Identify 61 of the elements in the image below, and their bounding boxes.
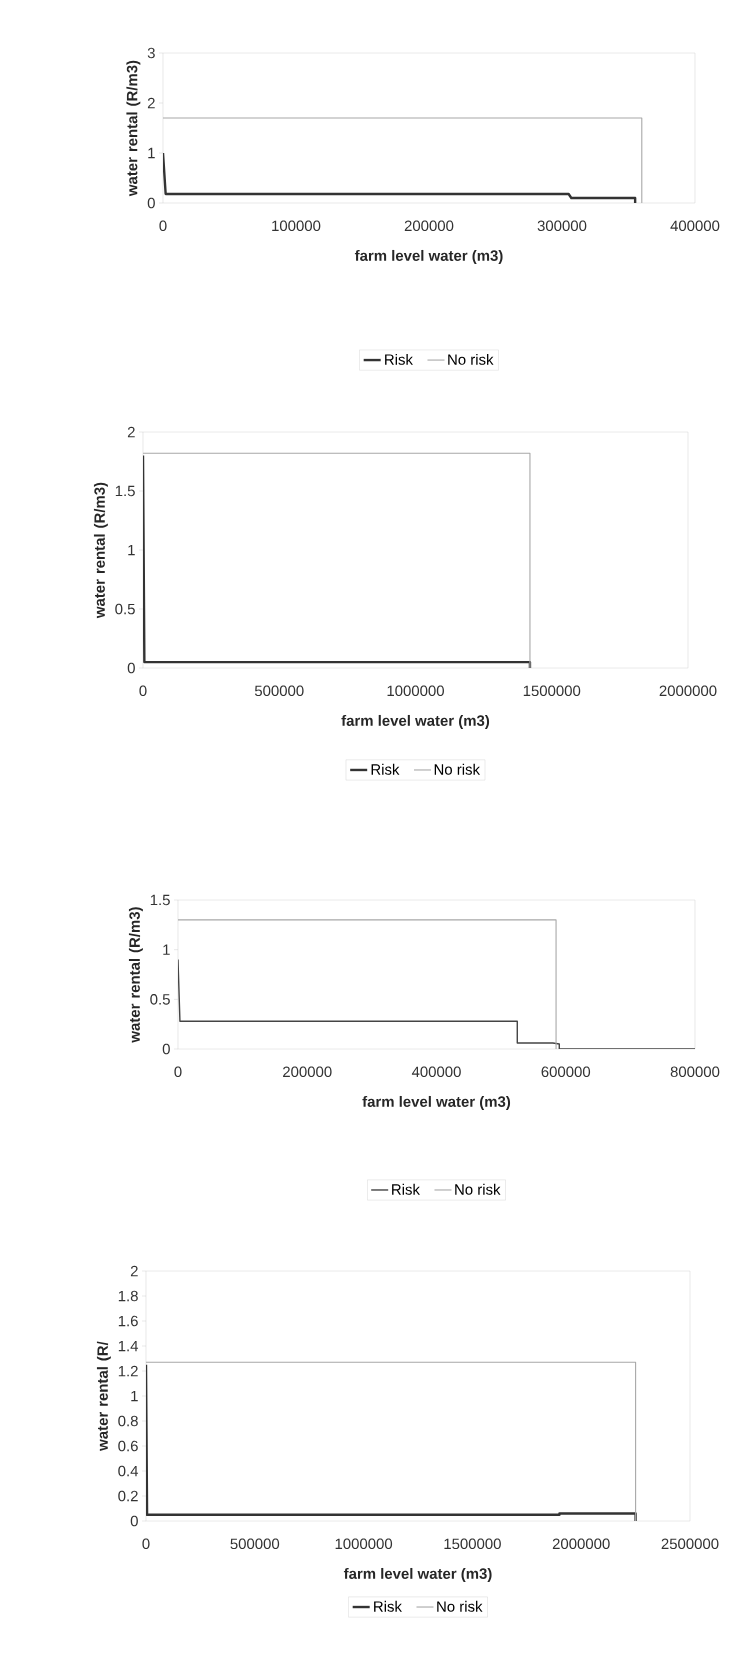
y-tick-label: 0.5 bbox=[115, 603, 135, 615]
y-tick-label: 1 bbox=[148, 147, 155, 159]
y-tick-label: 1 bbox=[131, 1390, 138, 1402]
y-tick-label: 1.8 bbox=[118, 1290, 138, 1302]
x-tick-label: 1500000 bbox=[444, 1538, 501, 1550]
x-axis-title: farm level water (m3) bbox=[354, 249, 503, 264]
x-tick-label: 0 bbox=[139, 685, 147, 697]
legend-label: Risk bbox=[371, 763, 400, 775]
y-tick-label: 0.6 bbox=[118, 1440, 138, 1452]
legend-label: No risk bbox=[437, 1600, 483, 1612]
legend-label: Risk bbox=[385, 353, 413, 365]
y-tick-label: 0 bbox=[147, 197, 155, 209]
x-tick-label: 200000 bbox=[404, 220, 454, 232]
y-tick-label: 0.5 bbox=[150, 994, 170, 1005]
x-tick-label: 1000000 bbox=[387, 685, 444, 697]
x-tick-label: 2500000 bbox=[661, 1538, 719, 1550]
x-tick-label: 100000 bbox=[272, 220, 321, 232]
legend-label: Risk bbox=[374, 1600, 402, 1612]
y-tick-label: 2 bbox=[127, 426, 135, 438]
y-tick-label: 0 bbox=[127, 662, 135, 674]
y-tick-label: 1 bbox=[128, 544, 135, 556]
line-series bbox=[178, 958, 695, 1050]
y-tick-label: 1.5 bbox=[115, 485, 135, 497]
y-tick-label: 1.4 bbox=[118, 1340, 139, 1352]
y-tick-label: 0.2 bbox=[118, 1490, 138, 1502]
x-tick-label: 400000 bbox=[670, 220, 720, 232]
x-axis-title: farm level water (m3) bbox=[343, 1567, 492, 1582]
y-tick-label: 1.6 bbox=[118, 1315, 138, 1327]
y-tick-label: 0 bbox=[162, 1043, 170, 1055]
y-tick-label: 1 bbox=[163, 944, 170, 955]
legend-label: No risk bbox=[448, 353, 494, 365]
x-tick-label: 1500000 bbox=[523, 685, 581, 697]
x-tick-label: 300000 bbox=[537, 220, 587, 232]
legend-label: Risk bbox=[392, 1183, 420, 1195]
legend-label: No risk bbox=[455, 1183, 501, 1195]
x-tick-label: 0 bbox=[174, 1066, 182, 1078]
y-tick-label: 1.5 bbox=[150, 894, 170, 906]
x-tick-label: 2000000 bbox=[659, 685, 717, 697]
y-tick-label: 2 bbox=[147, 97, 155, 109]
x-tick-label: 400000 bbox=[411, 1066, 461, 1078]
x-axis-title: farm level water (m3) bbox=[362, 1095, 511, 1110]
y-tick-label: 1.2 bbox=[118, 1365, 138, 1377]
x-tick-label: 200000 bbox=[283, 1066, 332, 1078]
legend-label: No risk bbox=[434, 763, 481, 775]
y-tick-label: 2 bbox=[130, 1265, 138, 1277]
line-series bbox=[163, 151, 637, 204]
y-tick-label: 0.4 bbox=[118, 1465, 139, 1477]
y-axis-title: water rental (R/m3) bbox=[93, 482, 108, 619]
y-tick-label: 3 bbox=[147, 47, 155, 59]
x-tick-label: 2000000 bbox=[552, 1538, 610, 1550]
y-tick-label: 0.8 bbox=[118, 1415, 138, 1427]
x-axis-title: farm level water (m3) bbox=[341, 714, 490, 729]
y-axis-title: water rental (R/m3) bbox=[128, 907, 143, 1043]
x-tick-label: 500000 bbox=[254, 685, 304, 697]
x-tick-label: 600000 bbox=[541, 1066, 591, 1078]
x-tick-label: 500000 bbox=[230, 1538, 280, 1550]
y-tick-label: 0 bbox=[130, 1515, 138, 1527]
x-tick-label: 800000 bbox=[670, 1066, 720, 1078]
y-axis-title: water rental (R/m3) bbox=[126, 60, 141, 197]
y-axis-title: water rental (R/ bbox=[96, 1341, 111, 1451]
x-tick-label: 1000000 bbox=[335, 1538, 393, 1550]
